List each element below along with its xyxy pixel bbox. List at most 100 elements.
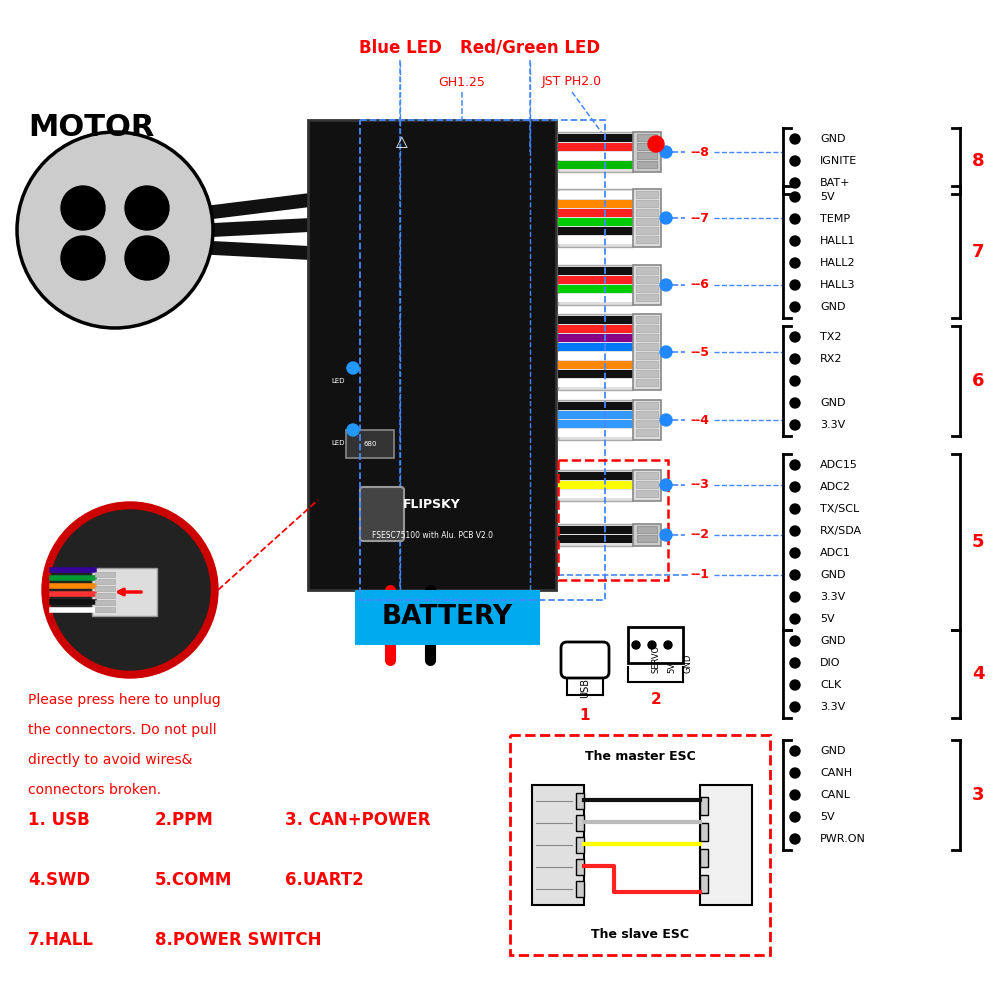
Text: USB: USB xyxy=(580,678,590,698)
Text: 4: 4 xyxy=(972,665,984,683)
Text: --2: --2 xyxy=(690,528,709,542)
Bar xyxy=(308,120,556,590)
Bar xyxy=(700,785,752,905)
Circle shape xyxy=(660,146,672,158)
Bar xyxy=(558,191,633,199)
Bar xyxy=(633,189,661,247)
Bar xyxy=(558,265,633,305)
Bar xyxy=(636,209,658,216)
Bar xyxy=(558,316,633,324)
Circle shape xyxy=(790,482,800,492)
Bar xyxy=(633,524,661,546)
Circle shape xyxy=(125,186,169,230)
Bar xyxy=(636,402,658,409)
Bar xyxy=(637,535,657,542)
Circle shape xyxy=(790,354,800,364)
Text: 8: 8 xyxy=(972,152,984,170)
Bar xyxy=(636,200,658,207)
Bar xyxy=(636,227,658,234)
Circle shape xyxy=(50,510,210,670)
Bar xyxy=(558,420,633,428)
Bar xyxy=(558,379,633,387)
Text: directly to avoid wires&: directly to avoid wires& xyxy=(28,753,192,767)
Bar xyxy=(558,132,633,172)
Circle shape xyxy=(790,258,800,268)
Bar xyxy=(558,524,633,546)
Bar xyxy=(558,370,633,378)
Circle shape xyxy=(790,236,800,246)
Bar xyxy=(636,352,658,359)
Circle shape xyxy=(347,424,359,436)
Bar xyxy=(633,314,661,390)
Circle shape xyxy=(790,680,800,690)
Bar xyxy=(558,285,633,293)
Bar xyxy=(558,402,633,410)
Bar xyxy=(576,837,584,853)
Bar xyxy=(637,526,657,533)
Text: MOTOR: MOTOR xyxy=(28,113,154,142)
Circle shape xyxy=(790,812,800,822)
Circle shape xyxy=(790,636,800,646)
Circle shape xyxy=(790,192,800,202)
Circle shape xyxy=(790,156,800,166)
Text: Red/Green LED: Red/Green LED xyxy=(460,39,600,57)
Text: CANH: CANH xyxy=(820,768,852,778)
Text: 3.3V: 3.3V xyxy=(820,592,845,602)
Bar xyxy=(558,314,633,390)
Bar xyxy=(700,849,708,867)
Bar xyxy=(636,294,658,301)
Bar xyxy=(532,785,584,905)
Bar xyxy=(558,535,633,543)
Circle shape xyxy=(632,641,640,649)
Circle shape xyxy=(790,420,800,430)
Bar xyxy=(576,859,584,875)
Circle shape xyxy=(648,136,664,152)
Circle shape xyxy=(61,236,105,280)
Circle shape xyxy=(790,790,800,800)
Text: Blue LED: Blue LED xyxy=(359,39,441,57)
Circle shape xyxy=(790,332,800,342)
Circle shape xyxy=(17,132,213,328)
Bar xyxy=(636,361,658,368)
Text: 680: 680 xyxy=(363,441,377,447)
Text: CANL: CANL xyxy=(820,790,850,800)
Circle shape xyxy=(790,178,800,188)
Bar xyxy=(558,481,633,489)
Bar xyxy=(558,267,633,275)
Text: FLIPSKY: FLIPSKY xyxy=(403,498,461,512)
Text: 1: 1 xyxy=(580,708,590,722)
Bar xyxy=(95,607,115,612)
Text: RX/SDA: RX/SDA xyxy=(820,526,862,536)
Bar xyxy=(558,490,633,498)
Circle shape xyxy=(660,479,672,491)
Bar xyxy=(92,568,157,616)
Text: --5: --5 xyxy=(690,346,709,359)
Bar xyxy=(576,881,584,897)
Bar xyxy=(558,294,633,302)
Bar xyxy=(633,470,661,501)
Text: BATTERY: BATTERY xyxy=(381,604,513,630)
Text: GND: GND xyxy=(820,134,846,144)
Text: 6.UART2: 6.UART2 xyxy=(285,871,364,889)
Bar xyxy=(628,627,683,663)
Text: △: △ xyxy=(396,134,408,149)
Text: 3.3V: 3.3V xyxy=(820,702,845,712)
Text: SERVO: SERVO xyxy=(652,645,660,673)
Circle shape xyxy=(790,570,800,580)
Text: 5V: 5V xyxy=(820,192,835,202)
Bar xyxy=(637,152,657,159)
Text: --6: --6 xyxy=(690,278,709,292)
Bar xyxy=(636,411,658,418)
Text: 5V: 5V xyxy=(820,812,835,822)
Bar xyxy=(558,152,633,160)
Circle shape xyxy=(660,414,672,426)
Text: 7.HALL: 7.HALL xyxy=(28,931,94,949)
Circle shape xyxy=(347,362,359,374)
Text: Please press here to unplug: Please press here to unplug xyxy=(28,693,221,707)
Circle shape xyxy=(660,279,672,291)
Text: HALL3: HALL3 xyxy=(820,280,856,290)
Text: connectors broken.: connectors broken. xyxy=(28,783,161,797)
Bar xyxy=(636,276,658,283)
Bar xyxy=(633,132,661,172)
Text: 5V: 5V xyxy=(668,662,676,673)
